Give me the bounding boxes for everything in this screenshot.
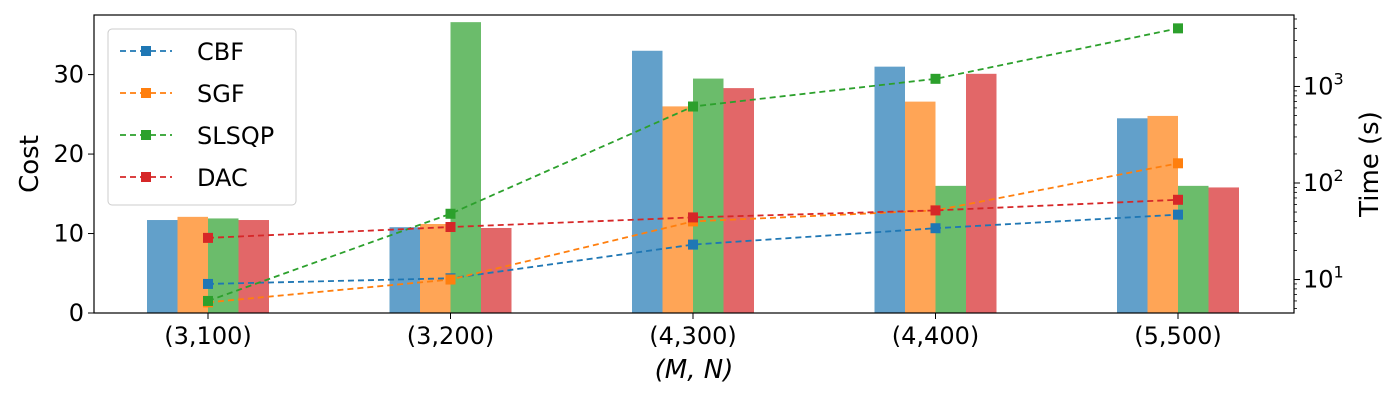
legend-marker-dac: [141, 172, 151, 182]
marker-dac-0: [203, 232, 213, 243]
bar-slsqp-0: [208, 218, 239, 313]
legend-marker-slsqp: [141, 130, 151, 140]
bar-slsqp-4: [1178, 185, 1209, 313]
marker-slsqp-3: [930, 73, 941, 84]
bar-dac-4: [1208, 187, 1239, 313]
axes-layer: 0 10 20 30 101 102 103 (3,100) (3,200) (4,300) (4,…: [53, 18, 1344, 350]
legend-label-slsqp: SLSQP: [197, 122, 274, 150]
y-left-tick-label: 30: [53, 61, 84, 89]
legend-label-dac: DAC: [197, 164, 248, 192]
bar-slsqp-1: [450, 22, 481, 313]
legend: CBF SGF SLSQP DAC: [107, 28, 297, 206]
legend-label-sgf: SGF: [197, 80, 245, 108]
marker-cbf-0: [203, 278, 213, 289]
marker-slsqp-2: [688, 101, 698, 112]
legend-box: [107, 28, 297, 206]
marker-sgf-4: [1173, 158, 1183, 169]
y-left-tick-label: 20: [53, 140, 84, 168]
bar-sgf-4: [1147, 115, 1178, 313]
marker-sgf-1: [445, 274, 456, 285]
marker-cbf-2: [688, 239, 698, 250]
x-axis-label: (M, N): [655, 355, 734, 385]
plot-frame: [93, 14, 1295, 314]
bar-slsqp-2: [693, 78, 724, 313]
x-tick-label: (4,300): [649, 322, 736, 350]
bar-sgf-3: [905, 101, 936, 313]
bar-sgf-2: [662, 106, 693, 314]
marker-slsqp-4: [1173, 23, 1183, 34]
x-tick-label: (4,400): [892, 322, 979, 350]
legend-marker-sgf: [141, 88, 151, 98]
bar-cbf-2: [632, 50, 663, 313]
bar-cbf-1: [389, 227, 420, 313]
bar-dac-2: [723, 88, 754, 313]
marker-dac-4: [1173, 194, 1183, 205]
y-axis-right-label: Time (s): [1355, 111, 1385, 218]
x-tick-label: (3,200): [407, 322, 494, 350]
bars-layer: [147, 22, 1239, 314]
y-left-tick-label: 10: [53, 220, 84, 248]
bar-cbf-0: [147, 220, 178, 313]
bar-sgf-0: [177, 216, 208, 313]
lines-layer: [203, 23, 1183, 308]
bar-sgf-1: [420, 223, 451, 313]
x-tick-label: (3,100): [164, 322, 251, 350]
bar-dac-3: [966, 73, 997, 314]
marker-cbf-3: [930, 223, 941, 234]
y-right-tick-label: 102: [1303, 166, 1344, 197]
y-axis-left-label: Cost: [15, 135, 45, 193]
x-tick-label: (5,500): [1134, 322, 1221, 350]
marker-slsqp-0: [203, 295, 213, 306]
bar-cbf-4: [1117, 118, 1148, 313]
line-cbf: [207, 213, 1179, 285]
marker-slsqp-1: [445, 208, 456, 219]
legend-label-cbf: CBF: [197, 38, 244, 66]
bar-dac-1: [481, 227, 512, 313]
marker-cbf-4: [1173, 209, 1183, 220]
y-left-tick-label: 0: [69, 299, 84, 327]
y-right-tick-label: 103: [1303, 69, 1344, 100]
legend-marker-cbf: [141, 46, 151, 56]
marker-dac-1: [445, 222, 456, 233]
marker-dac-3: [930, 205, 941, 216]
y-right-tick-label: 101: [1303, 263, 1344, 294]
marker-dac-2: [688, 212, 698, 223]
bar-cbf-3: [874, 66, 905, 313]
